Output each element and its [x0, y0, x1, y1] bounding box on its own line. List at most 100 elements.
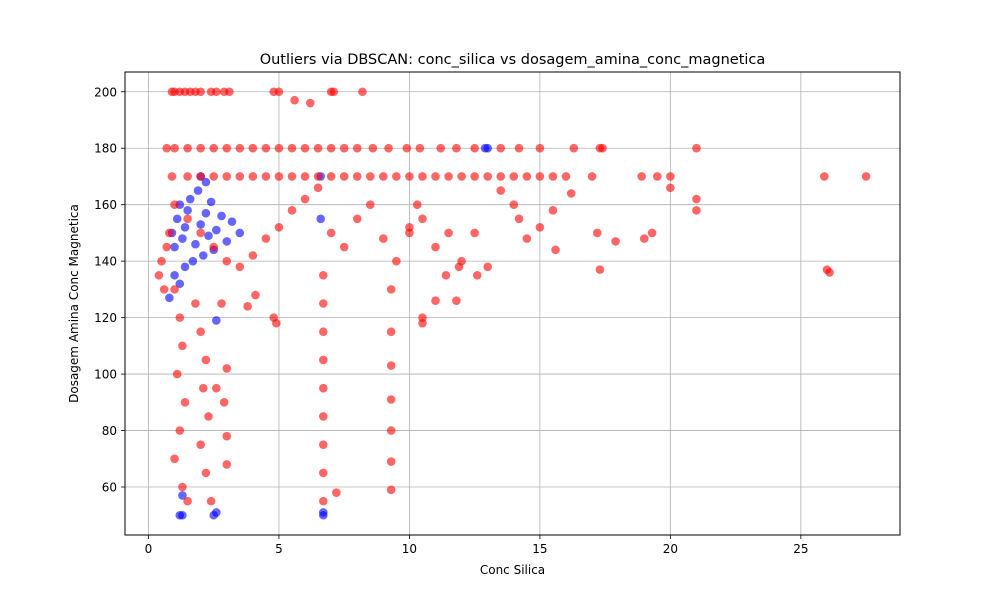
scatter-point	[368, 143, 378, 153]
y-axis-label: Dosagem Amina Conc Magnetica	[67, 204, 81, 403]
scatter-point	[196, 172, 205, 181]
scatter-point	[204, 231, 213, 241]
y-tick-label: 140	[94, 255, 117, 269]
scatter-point	[384, 143, 393, 153]
scatter-point	[248, 143, 258, 153]
scatter-point	[386, 285, 396, 294]
scatter-point	[329, 87, 339, 97]
scatter-point	[313, 143, 323, 153]
scatter-point	[402, 143, 412, 153]
scatter-point	[483, 143, 493, 153]
scatter-point	[198, 383, 208, 393]
scatter-point	[222, 364, 232, 373]
scatter-point	[183, 214, 192, 224]
scatter-point	[454, 262, 464, 272]
scatter-point	[196, 440, 205, 449]
scatter-point	[319, 383, 328, 393]
scatter-point	[386, 327, 396, 337]
scatter-point	[692, 206, 701, 215]
scatter-point	[196, 228, 205, 238]
scatter-point	[319, 299, 328, 308]
scatter-point	[188, 256, 198, 266]
scatter-point	[444, 172, 453, 181]
scatter-point	[170, 270, 179, 280]
scatter-point	[470, 143, 479, 153]
scatter-point	[272, 318, 281, 328]
scatter-point	[248, 172, 258, 181]
scatter-point	[548, 172, 558, 181]
scatter-point	[274, 87, 284, 97]
scatter-point	[352, 214, 362, 224]
scatter-point	[178, 491, 187, 500]
x-axis-label: Conc Silica	[480, 563, 545, 577]
scatter-point	[167, 172, 177, 181]
scatter-point	[193, 186, 203, 195]
plot-area-frame	[124, 71, 901, 536]
scatter-point	[222, 431, 232, 441]
scatter-point	[183, 172, 192, 181]
scatter-point	[209, 143, 219, 153]
scatter-point	[319, 412, 328, 421]
scatter-point	[431, 296, 440, 305]
scatter-point	[185, 194, 195, 204]
scatter-point	[175, 426, 185, 435]
scatter-point	[566, 189, 576, 198]
scatter-point	[300, 143, 310, 153]
y-tick-label: 200	[94, 85, 117, 99]
scatter-point	[639, 234, 649, 243]
scatter-point	[822, 265, 832, 274]
scatter-point	[441, 270, 451, 280]
scatter-point	[209, 172, 219, 181]
scatter-point	[452, 143, 461, 153]
scatter-point	[178, 510, 187, 520]
scatter-point	[514, 214, 524, 224]
scatter-point	[457, 172, 466, 181]
scatter-point	[392, 172, 401, 181]
scatter-point	[861, 172, 871, 181]
x-tick-label: 10	[402, 542, 417, 556]
scatter-point	[496, 143, 506, 153]
scatter-point	[379, 172, 388, 181]
scatter-point	[326, 143, 336, 153]
scatter-point	[436, 143, 446, 153]
scatter-point	[339, 143, 349, 153]
scatter-point	[405, 172, 414, 181]
scatter-point	[379, 234, 388, 243]
scatter-point	[183, 496, 192, 506]
scatter-point	[339, 242, 349, 252]
scatter-point	[201, 468, 211, 478]
scatter-point	[319, 270, 328, 280]
scatter-point	[159, 285, 169, 294]
scatter-point	[692, 143, 701, 153]
scatter-point	[201, 355, 211, 365]
scatter-point	[431, 172, 440, 181]
scatter-point	[392, 256, 401, 266]
scatter-point	[201, 177, 211, 187]
scatter-point	[300, 172, 310, 181]
scatter-point	[647, 228, 657, 238]
scatter-point	[820, 172, 829, 181]
scatter-point	[222, 237, 232, 246]
scatter-point	[365, 200, 375, 209]
scatter-point	[178, 482, 187, 492]
scatter-point	[191, 239, 200, 249]
scatter-point	[386, 485, 396, 495]
scatter-point	[444, 228, 453, 238]
scatter-point	[319, 508, 328, 517]
axis-ticks: 0 5 10 15 20 25 60 80 100 120 140 160 180 200	[94, 85, 808, 556]
scatter-point	[637, 172, 646, 181]
scatter-point	[418, 318, 427, 328]
scatter-point	[251, 290, 260, 300]
scatter-point	[165, 228, 174, 238]
x-tick-label: 25	[793, 542, 808, 556]
scatter-point	[196, 87, 205, 97]
scatter-point	[212, 383, 221, 393]
scatter-point	[170, 285, 179, 294]
scatter-point	[212, 225, 221, 235]
scatter-point	[509, 172, 519, 181]
scatter-point	[235, 262, 245, 272]
scatter-point	[587, 172, 597, 181]
scatter-point	[178, 341, 187, 351]
scatter-point	[386, 426, 396, 435]
